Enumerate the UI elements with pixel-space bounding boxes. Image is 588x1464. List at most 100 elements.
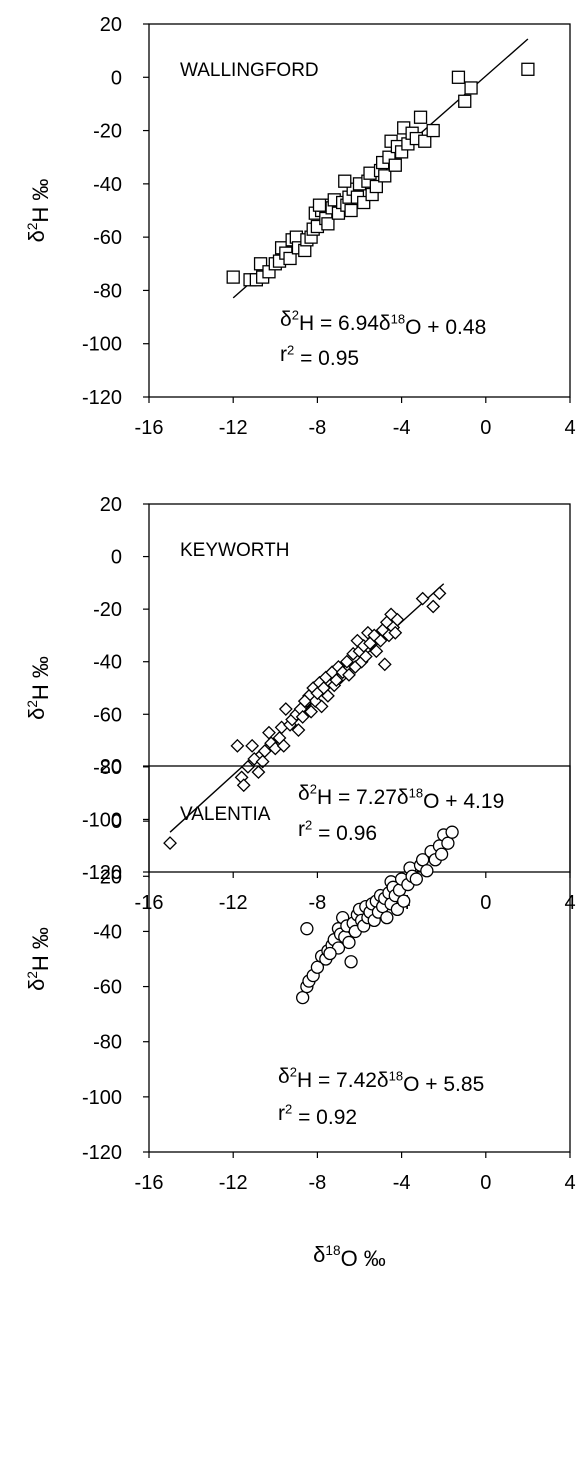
data-point [314,699,329,714]
data-point [344,203,358,218]
text-part: = 0.92 [292,1106,357,1129]
data-point [245,738,260,753]
x-tick-label: 0 [480,1172,491,1194]
superscript: 18 [391,311,405,326]
data-point [241,759,255,774]
data-point [441,836,455,850]
panel-label: WALLINGFORD [180,60,319,81]
data-point [163,836,177,851]
y-tick-label: -120 [82,387,122,409]
superscript: 18 [389,1068,403,1083]
data-point [251,765,266,780]
data-point [426,123,440,138]
data-point [296,990,310,1005]
regression-equation: δ2H = 7.27δ18O + 4.19 [298,781,504,812]
data-point [226,270,240,284]
text-part: r [298,818,305,841]
y-tick-label: -80 [93,1032,122,1054]
y-tick-label: -80 [93,757,122,779]
x-tick-label: -8 [309,892,327,914]
data-point [257,744,272,759]
y-tick-label: -40 [93,921,122,943]
data-point [420,864,434,878]
y-tick-label: 0 [111,811,122,833]
text-part: r [280,343,287,366]
y-tick-label: -120 [82,1142,122,1164]
data-point [344,955,358,969]
x-tick-label: -4 [393,1172,411,1194]
data-point [409,872,423,886]
y-tick-label: -20 [93,599,122,621]
y-tick-label: -100 [82,334,122,356]
data-point [304,704,319,719]
superscript: 18 [409,785,423,800]
regression-equation: δ2H = 7.42δ18O + 5.85 [278,1064,484,1095]
y-tick-label: -80 [93,280,122,302]
x-tick-label: 0 [480,417,491,439]
panel-label: VALENTIA [180,804,271,825]
x-tick-label: -8 [309,417,327,439]
data-point [415,591,430,606]
x-tick-label: -16 [135,1172,164,1194]
data-point [388,158,402,172]
text-part: δ [24,979,49,991]
data-point [283,251,297,266]
data-point [323,946,337,961]
superscript: 2 [287,342,294,357]
y-tick-label: -40 [93,174,122,196]
data-point [390,612,405,627]
data-point [464,81,478,95]
superscript: 2 [290,1064,297,1079]
y-tick-label: -60 [93,704,122,726]
data-point [369,644,384,659]
y-tick-label: 0 [111,547,122,569]
y-tick-label: -20 [93,121,122,143]
x-tick-label: -16 [135,417,164,439]
data-point [262,725,276,740]
data-point [418,134,432,148]
data-point [369,179,383,194]
plot-frame [148,503,571,873]
plot-frame [148,23,571,398]
data-point [451,70,466,84]
y-tick-label: -60 [93,227,122,249]
superscript: 2 [292,307,299,322]
x-tick-label: 0 [480,892,491,914]
text-part: H ‰ [28,179,53,223]
y-tick-label: 0 [111,67,122,89]
text-part: O + 4.19 [423,790,504,813]
y-tick-label: -100 [82,809,122,831]
superscript: 2 [305,817,312,832]
text-part: δ [24,230,49,242]
x-tick-label: -12 [219,1172,248,1194]
text-part: O ‰ [341,1246,386,1271]
data-point [380,910,394,925]
x-tick-label: -8 [309,1172,327,1194]
y-tick-label: 20 [100,756,122,778]
x-tick-label: 4 [564,1172,575,1194]
y-tick-label: -120 [82,862,122,884]
r-squared-label: r2 = 0.92 [278,1101,357,1129]
data-point [432,586,447,601]
data-point [413,110,428,124]
text-part: δ [313,1242,325,1267]
data-point [342,667,356,682]
text-part: H ‰ [28,656,53,700]
data-point [278,702,293,716]
y-axis-label: δ2H ‰ [24,179,53,243]
data-point [312,198,327,212]
data-point [276,738,291,753]
data-point [358,649,373,664]
x-axis-label: δ18O ‰ [313,1242,386,1271]
data-point [458,94,472,108]
regression-equation: δ2H = 6.94δ18O + 0.48 [280,307,486,338]
y-tick-label: 20 [100,494,122,516]
text-part: δ [278,1065,290,1088]
data-point [445,825,459,839]
y-tick-label: -100 [82,1087,122,1109]
text-part: δ [24,708,49,720]
